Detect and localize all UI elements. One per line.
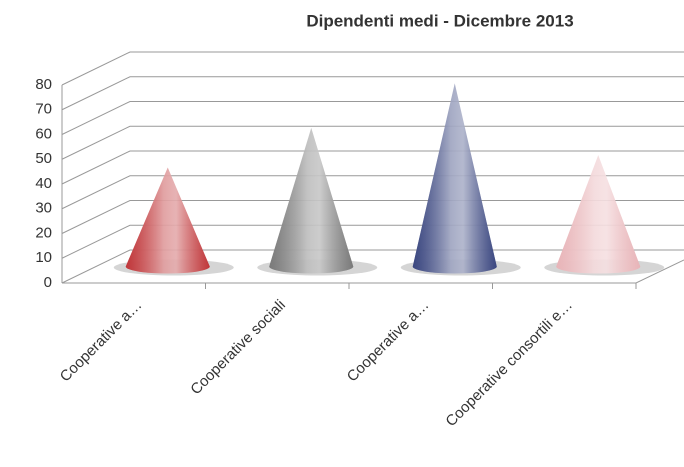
x-tick-label: Cooperative sociali <box>187 297 289 399</box>
y-tick-label: 60 <box>35 125 52 142</box>
cone <box>556 155 641 274</box>
x-tick-label: Cooperative a… <box>57 297 146 386</box>
y-tick-label: 80 <box>35 76 52 93</box>
grid-line <box>61 76 684 111</box>
grid-line <box>61 101 684 135</box>
y-tick-label: 40 <box>35 175 52 192</box>
grid-line <box>61 200 684 234</box>
y-tick-label: 10 <box>35 249 52 266</box>
cone <box>125 167 210 274</box>
y-tick-label: 30 <box>35 200 52 217</box>
grid-line <box>61 249 684 284</box>
x-tick-label: Cooperative a… <box>344 297 433 386</box>
grid-line <box>61 51 684 86</box>
grid-line <box>61 224 684 259</box>
chart-title: Dipendenti medi - Dicembre 2013 <box>306 11 573 30</box>
x-tick-label: Cooperative consortili e… <box>442 297 575 430</box>
y-tick-label: 0 <box>44 274 52 291</box>
y-tick-label: 70 <box>35 101 52 118</box>
y-tick-label: 20 <box>35 224 52 241</box>
grid-line <box>61 150 684 185</box>
cone <box>269 127 354 274</box>
grid-line <box>61 125 684 160</box>
grid-line <box>61 175 684 210</box>
cone <box>412 83 497 274</box>
y-tick-label: 50 <box>35 150 52 167</box>
